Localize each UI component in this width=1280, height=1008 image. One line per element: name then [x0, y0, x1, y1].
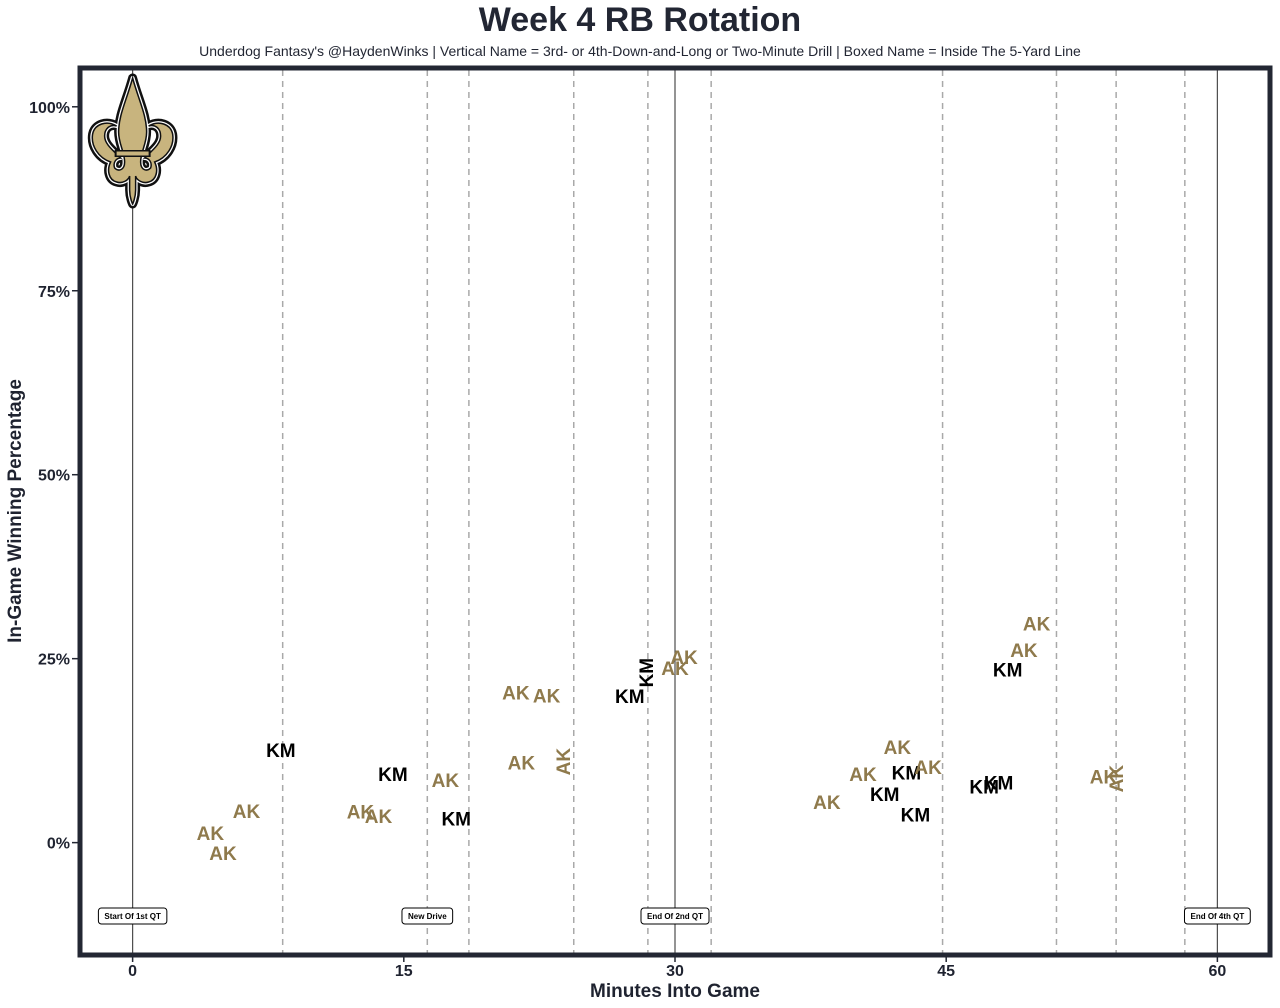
point-ak: AK — [1090, 767, 1118, 788]
y-tick-label: 75% — [38, 284, 70, 301]
event-label-box — [401, 907, 454, 925]
point-ak: AK — [1010, 641, 1038, 662]
event-label-box — [1183, 907, 1251, 925]
x-axis-label: Minutes Into Game — [590, 981, 760, 1002]
fleur-de-lis-icon — [87, 73, 178, 209]
point-km: KM — [870, 785, 900, 806]
event-label: Start Of 1st QT — [97, 907, 168, 925]
point-ak: AK — [813, 793, 841, 814]
event-label-text: Start Of 1st QT — [104, 912, 161, 921]
x-tick-label: 30 — [666, 963, 684, 980]
y-tick-label: 25% — [38, 652, 70, 669]
point-km: KM — [901, 806, 931, 827]
event-label: New Drive — [401, 907, 454, 925]
y-tick-label: 100% — [29, 100, 70, 117]
point-ak: AK — [209, 844, 237, 865]
plot-frame — [77, 65, 1273, 958]
x-tick-label: 60 — [1208, 963, 1226, 980]
point-km: KM — [615, 687, 645, 708]
point-ak: AK — [502, 684, 530, 705]
point-ak: AK — [432, 771, 460, 792]
logo-layer — [87, 73, 178, 209]
event-label-box — [97, 907, 168, 925]
chart-subtitle: Underdog Fantasy's @HaydenWinks | Vertic… — [199, 43, 1081, 59]
axes: 0 15 30 45 60 0% 25% 50% 75% 100% — [29, 100, 1226, 980]
point-km: KM — [993, 661, 1023, 682]
point-ak: AK — [533, 686, 561, 707]
x-tick-label: 0 — [128, 963, 137, 980]
point-km: KM — [892, 764, 922, 785]
point-ak: AK — [554, 748, 575, 776]
point-km: KM — [984, 773, 1014, 794]
y-tick-label: 50% — [38, 468, 70, 485]
event-label-box — [640, 907, 710, 925]
point-ak: AK — [661, 659, 689, 680]
point-ak: AK — [914, 758, 942, 779]
point-ak: AK — [508, 753, 536, 774]
point-ak: AK — [670, 648, 698, 669]
y-axis-label: In-Game Winning Percentage — [5, 379, 26, 643]
point-ak: AK — [849, 765, 877, 786]
point-km: KM — [969, 778, 999, 799]
logo-band-fill — [116, 151, 149, 156]
event-label-text: End Of 4th QT — [1190, 912, 1244, 921]
point-ak: AK — [233, 802, 261, 823]
event-labels: Start Of 1st QT New Drive End Of 2nd QT End… — [97, 907, 1251, 925]
x-tick-label: 45 — [937, 963, 955, 980]
point-km: KM — [441, 809, 471, 830]
event-label-text: End Of 2nd QT — [647, 912, 703, 921]
logo-fill — [91, 75, 174, 206]
point-km: KM — [637, 658, 658, 688]
point-ak: AK — [365, 807, 393, 828]
point-ak: AK — [347, 803, 375, 824]
point-km: KM — [266, 741, 296, 762]
point-ak: AK — [1023, 614, 1051, 635]
x-tick-label: 15 — [395, 963, 413, 980]
chart-title: Week 4 RB Rotation — [478, 1, 802, 39]
event-markers — [132, 70, 1218, 953]
point-km: KM — [378, 765, 408, 786]
y-tick-label: 0% — [47, 836, 70, 853]
event-label: End Of 2nd QT — [640, 907, 710, 925]
event-label: End Of 4th QT — [1183, 907, 1251, 925]
point-ak: AK — [197, 824, 225, 845]
point-ak: AK — [884, 738, 912, 759]
event-label-text: New Drive — [408, 912, 447, 921]
point-ak: AK — [1107, 765, 1128, 793]
